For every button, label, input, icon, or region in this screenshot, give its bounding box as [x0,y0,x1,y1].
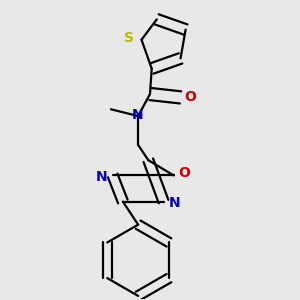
Text: O: O [184,90,196,104]
Text: N: N [169,196,180,210]
Text: S: S [124,31,134,45]
Text: N: N [96,170,108,184]
Text: O: O [178,166,190,180]
Text: N: N [132,108,143,122]
